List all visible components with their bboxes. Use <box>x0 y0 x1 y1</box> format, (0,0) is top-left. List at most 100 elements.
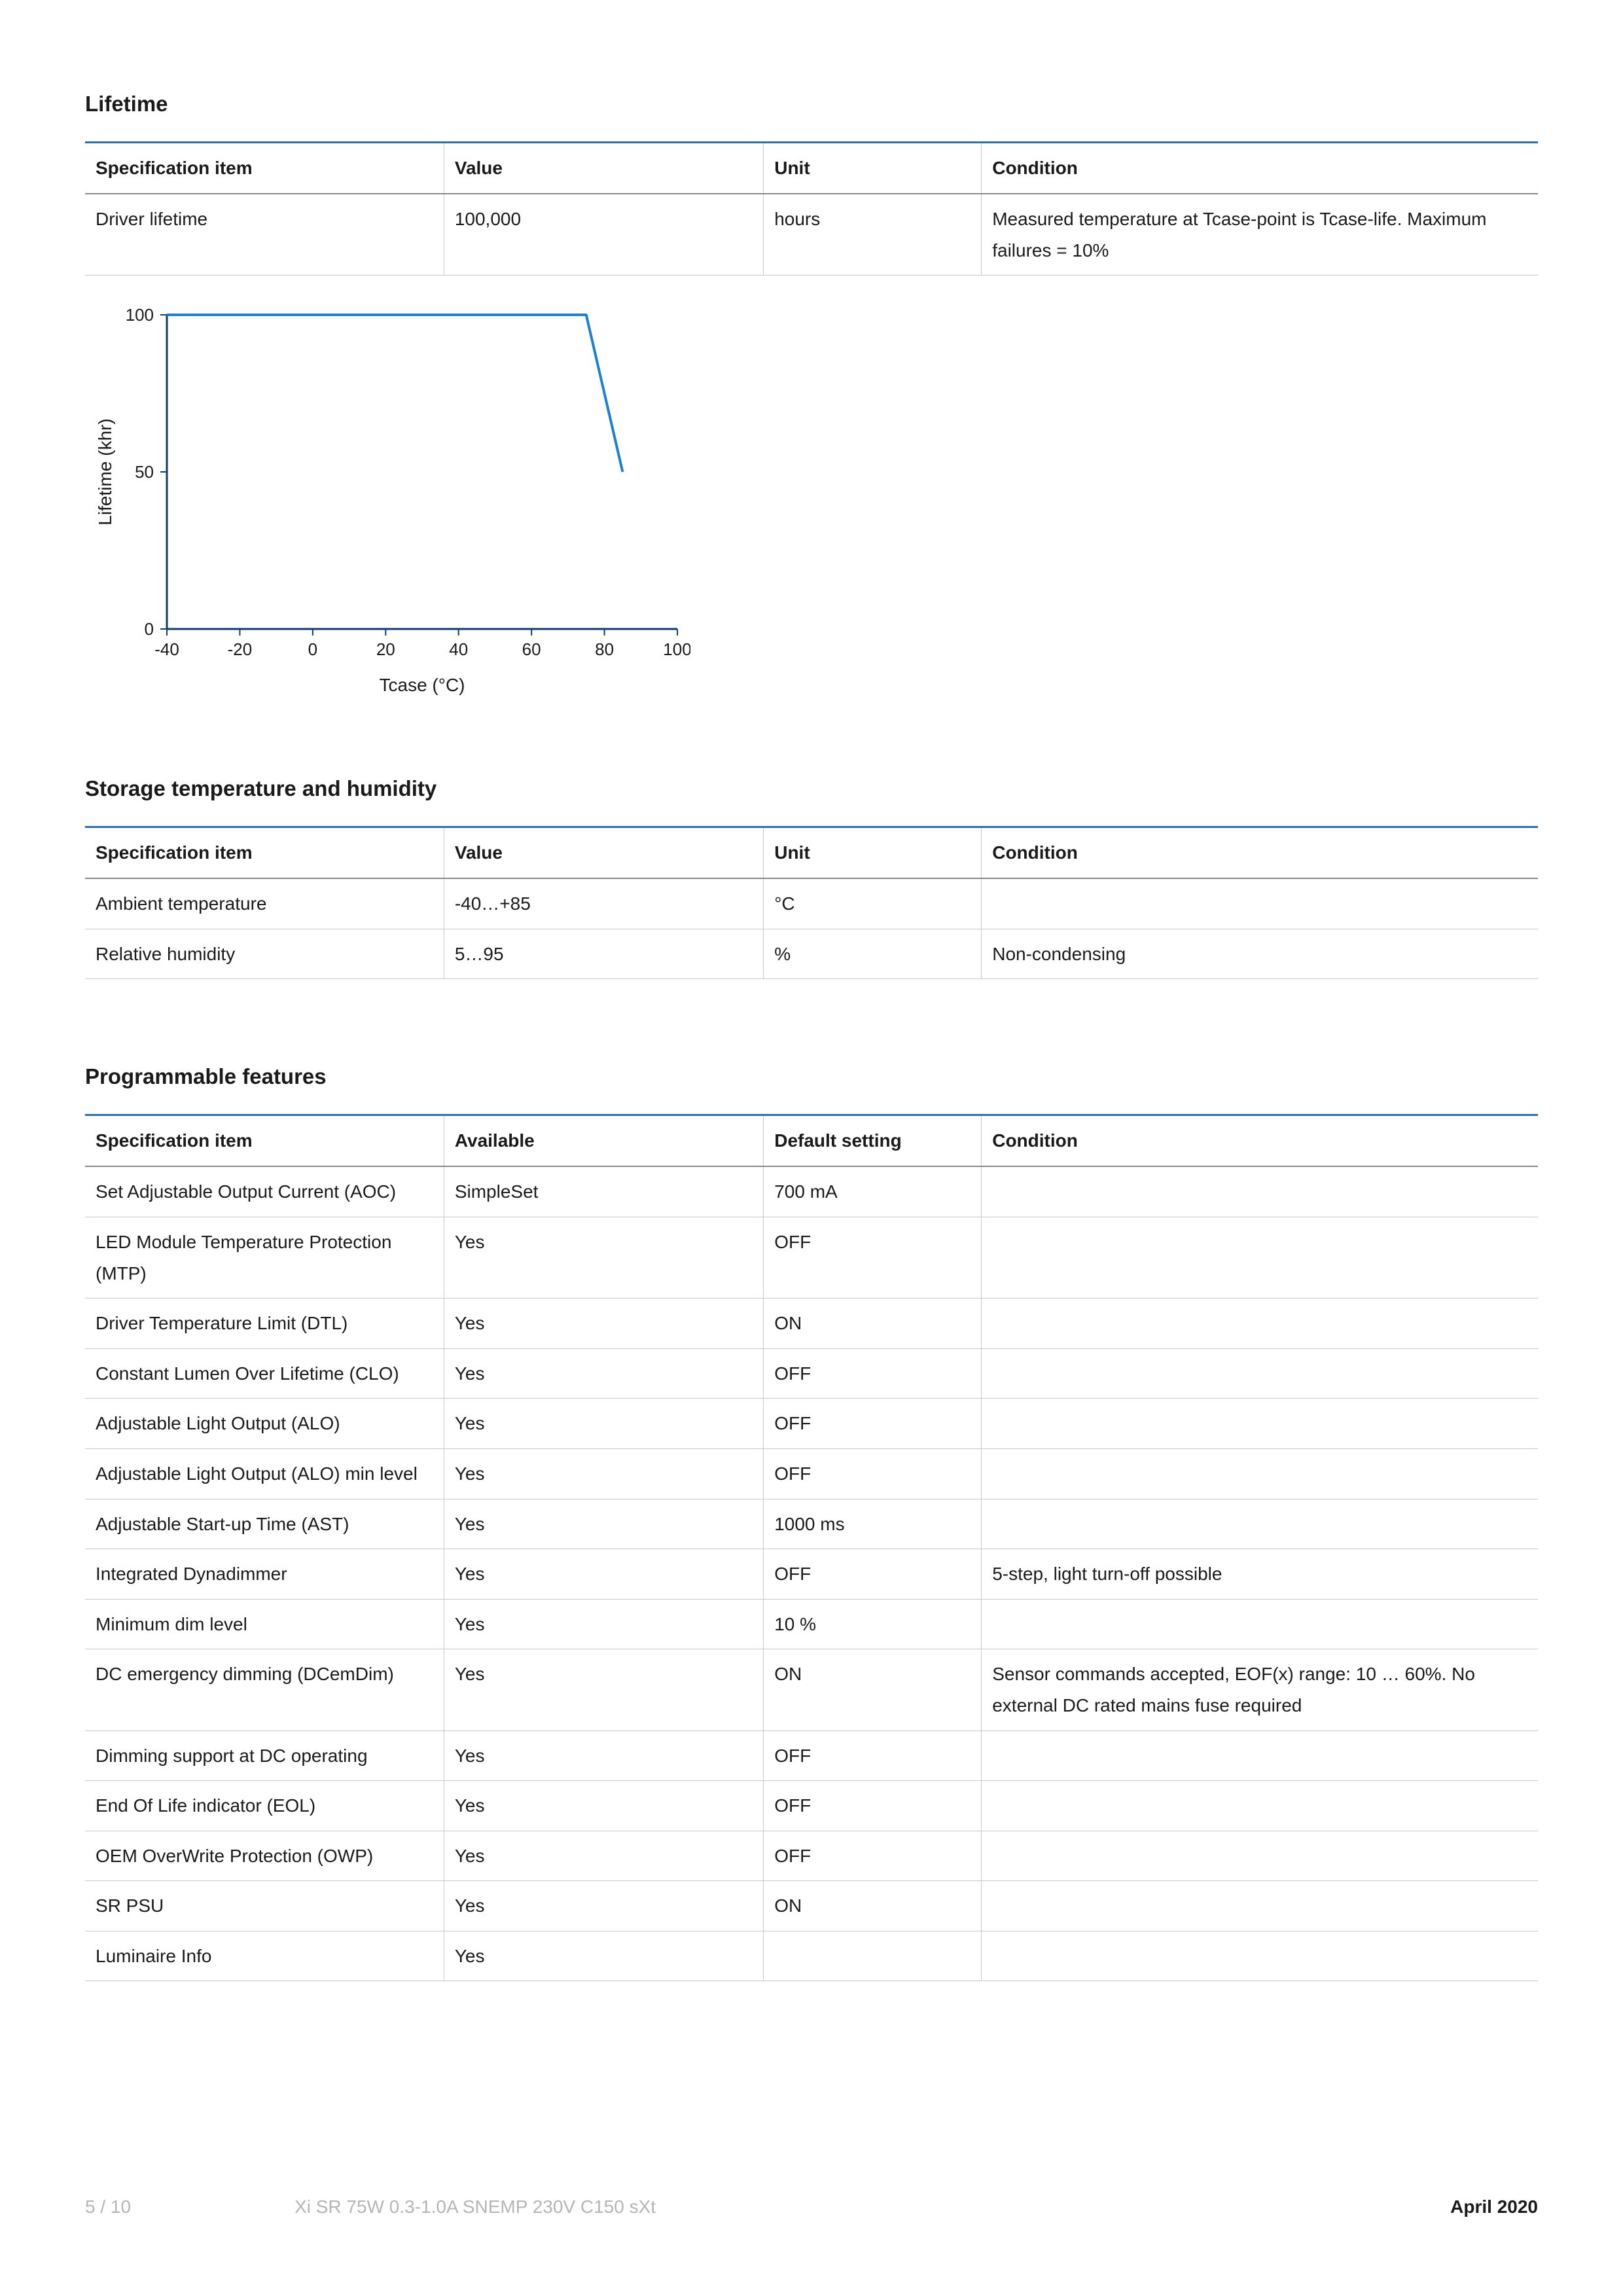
table-cell: End Of Life indicator (EOL) <box>85 1781 444 1831</box>
table-cell <box>982 1781 1538 1831</box>
table-row: End Of Life indicator (EOL)YesOFF <box>85 1781 1538 1831</box>
table-cell <box>982 1166 1538 1217</box>
table-cell <box>982 1731 1538 1781</box>
table-cell <box>982 1931 1538 1981</box>
table-cell <box>982 878 1538 929</box>
table-cell: Set Adjustable Output Current (AOC) <box>85 1166 444 1217</box>
table-row: DC emergency dimming (DCemDim)YesONSenso… <box>85 1649 1538 1731</box>
footer-product-name: Xi SR 75W 0.3-1.0A SNEMP 230V C150 sXt <box>294 2197 656 2217</box>
table-cell <box>764 1931 982 1981</box>
table-cell: Yes <box>444 1781 763 1831</box>
svg-text:40: 40 <box>449 639 468 659</box>
th-cond: Condition <box>982 143 1538 194</box>
table-cell: Yes <box>444 1217 763 1298</box>
section-storage: Storage temperature and humidity Specifi… <box>85 776 1538 979</box>
th-unit: Unit <box>764 827 982 879</box>
table-cell: Driver lifetime <box>85 194 444 276</box>
section-lifetime: Lifetime Specification item Value Unit C… <box>85 92 1538 704</box>
table-cell: 100,000 <box>444 194 763 276</box>
lifetime-chart: -40-20020406080100050100Tcase (°C)Lifeti… <box>85 308 1538 704</box>
table-cell: -40…+85 <box>444 878 763 929</box>
table-prog: Specification item Available Default set… <box>85 1114 1538 1981</box>
table-cell: % <box>764 929 982 979</box>
table-cell: OFF <box>764 1217 982 1298</box>
th-cond: Condition <box>982 827 1538 879</box>
table-cell: ON <box>764 1881 982 1931</box>
svg-text:-20: -20 <box>228 639 253 659</box>
th-value: Value <box>444 827 763 879</box>
table-cell: Adjustable Light Output (ALO) min level <box>85 1448 444 1499</box>
svg-text:80: 80 <box>595 639 614 659</box>
footer-date: April 2020 <box>1450 2197 1538 2217</box>
table-row: Adjustable Light Output (ALO) min levelY… <box>85 1448 1538 1499</box>
table-cell: 1000 ms <box>764 1499 982 1549</box>
footer-page-number: 5 / 10 <box>85 2197 131 2217</box>
table-cell: Relative humidity <box>85 929 444 979</box>
th-unit: Unit <box>764 143 982 194</box>
table-cell: Yes <box>444 1499 763 1549</box>
table-row: Minimum dim levelYes10 % <box>85 1599 1538 1649</box>
table-cell: hours <box>764 194 982 276</box>
table-cell: Driver Temperature Limit (DTL) <box>85 1299 444 1349</box>
table-cell: OFF <box>764 1781 982 1831</box>
table-cell: Yes <box>444 1731 763 1781</box>
table-cell: SimpleSet <box>444 1166 763 1217</box>
svg-text:20: 20 <box>376 639 395 659</box>
table-cell: Adjustable Light Output (ALO) <box>85 1399 444 1449</box>
table-cell: SR PSU <box>85 1881 444 1931</box>
table-cell <box>982 1499 1538 1549</box>
table-cell: Integrated Dynadimmer <box>85 1549 444 1600</box>
table-cell: Luminaire Info <box>85 1931 444 1981</box>
table-cell: Yes <box>444 1649 763 1731</box>
table-row: Adjustable Light Output (ALO)YesOFF <box>85 1399 1538 1449</box>
table-cell: Yes <box>444 1299 763 1349</box>
table-cell <box>982 1831 1538 1881</box>
table-cell: Ambient temperature <box>85 878 444 929</box>
th-value: Value <box>444 143 763 194</box>
table-row: SR PSUYesON <box>85 1881 1538 1931</box>
table-cell: Yes <box>444 1399 763 1449</box>
section-title-lifetime: Lifetime <box>85 92 1538 117</box>
section-prog: Programmable features Specification item… <box>85 1064 1538 1981</box>
table-cell: Constant Lumen Over Lifetime (CLO) <box>85 1348 444 1399</box>
lifetime-chart-svg: -40-20020406080100050100Tcase (°C)Lifeti… <box>85 308 690 701</box>
table-cell: Non-condensing <box>982 929 1538 979</box>
table-lifetime: Specification item Value Unit Condition … <box>85 141 1538 276</box>
th-spec: Specification item <box>85 827 444 879</box>
svg-text:0: 0 <box>145 619 154 639</box>
table-row: Adjustable Start-up Time (AST)Yes1000 ms <box>85 1499 1538 1549</box>
table-cell: Yes <box>444 1448 763 1499</box>
table-cell: Yes <box>444 1599 763 1649</box>
table-cell: Yes <box>444 1549 763 1600</box>
table-cell <box>982 1348 1538 1399</box>
table-cell: OFF <box>764 1399 982 1449</box>
table-cell: Sensor commands accepted, EOF(x) range: … <box>982 1649 1538 1731</box>
tbody-lifetime: Driver lifetime100,000hoursMeasured temp… <box>85 194 1538 276</box>
table-cell: Yes <box>444 1831 763 1881</box>
table-row: Integrated DynadimmerYesOFF5-step, light… <box>85 1549 1538 1600</box>
table-cell: 5…95 <box>444 929 763 979</box>
table-cell: LED Module Temperature Protection (MTP) <box>85 1217 444 1298</box>
table-cell: ON <box>764 1649 982 1731</box>
table-row: Relative humidity5…95%Non-condensing <box>85 929 1538 979</box>
table-cell <box>982 1217 1538 1298</box>
table-cell: OFF <box>764 1348 982 1399</box>
table-row: Set Adjustable Output Current (AOC)Simpl… <box>85 1166 1538 1217</box>
svg-text:50: 50 <box>135 462 154 482</box>
table-cell <box>982 1599 1538 1649</box>
svg-text:Tcase (°C): Tcase (°C) <box>380 675 465 695</box>
table-cell <box>982 1448 1538 1499</box>
table-cell: OFF <box>764 1448 982 1499</box>
tbody-storage: Ambient temperature-40…+85°CRelative hum… <box>85 878 1538 979</box>
table-row: LED Module Temperature Protection (MTP)Y… <box>85 1217 1538 1298</box>
table-cell: Yes <box>444 1881 763 1931</box>
table-cell: OEM OverWrite Protection (OWP) <box>85 1831 444 1881</box>
table-cell <box>982 1881 1538 1931</box>
tbody-prog: Set Adjustable Output Current (AOC)Simpl… <box>85 1166 1538 1981</box>
table-storage: Specification item Value Unit Condition … <box>85 826 1538 979</box>
table-cell: Measured temperature at Tcase-point is T… <box>982 194 1538 276</box>
table-row: Ambient temperature-40…+85°C <box>85 878 1538 929</box>
section-title-prog: Programmable features <box>85 1064 1538 1089</box>
table-cell <box>982 1299 1538 1349</box>
table-cell: Minimum dim level <box>85 1599 444 1649</box>
